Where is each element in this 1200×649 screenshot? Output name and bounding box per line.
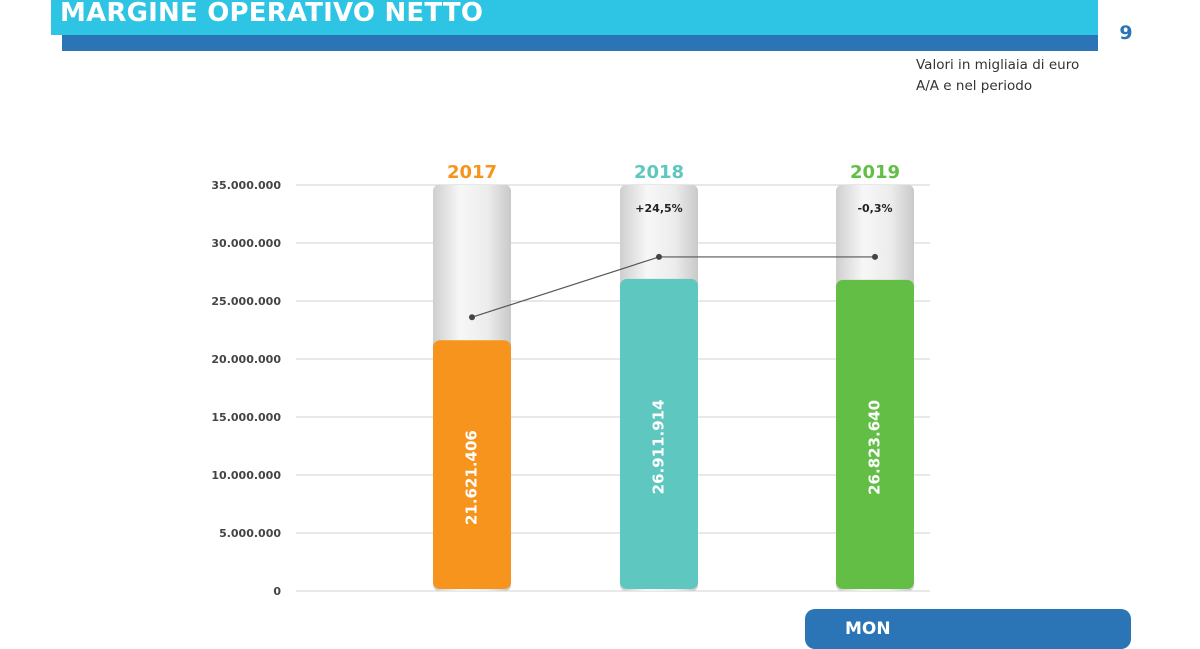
y-tick-label: 20.000.000 — [211, 353, 281, 366]
trend-point — [872, 253, 878, 260]
bar — [620, 278, 698, 589]
bar — [836, 279, 914, 589]
bar-labels: 2017 21.621.406 2018 26.911.914 +24,5% 2019 26… — [447, 162, 900, 525]
title-banner — [51, 0, 1098, 35]
yoy-change-label: -0,3% — [857, 202, 892, 215]
data-label: 26.911.914 — [650, 399, 668, 494]
trend-point — [469, 314, 475, 321]
bar-chart: 0 5.000.000 10.000.000 15.000.000 20.000.000… — [211, 162, 930, 598]
y-tick-label: 5.000.000 — [219, 527, 281, 540]
trend-line — [469, 253, 878, 321]
category-label: 2017 — [447, 162, 497, 183]
bars — [433, 278, 914, 589]
data-label: 21.621.406 — [463, 430, 481, 525]
y-tick-label: 25.000.000 — [211, 295, 281, 308]
y-tick-label: 0 — [273, 585, 281, 598]
y-tick-label: 15.000.000 — [211, 411, 281, 424]
trend-point — [656, 253, 662, 260]
y-tick-label: 35.000.000 — [211, 179, 281, 192]
data-label: 26.823.640 — [866, 400, 884, 495]
title-underline-strip — [62, 35, 1098, 51]
mon-badge-label: MON — [845, 619, 891, 639]
page-number: 9 — [1119, 22, 1133, 44]
yoy-change-label: +24,5% — [635, 202, 682, 215]
y-tick-label: 10.000.000 — [211, 469, 281, 482]
y-tick-label: 30.000.000 — [211, 237, 281, 250]
mon-badge: MON — [805, 609, 1131, 649]
gridlines — [296, 184, 930, 592]
page-title: MARGINE OPERATIVO NETTO — [60, 0, 484, 28]
bar — [433, 340, 511, 589]
unit-note-line-1: Valori in migliaia di euro — [916, 57, 1080, 73]
y-axis-tick-labels: 0 5.000.000 10.000.000 15.000.000 20.000.000… — [211, 179, 281, 598]
category-label: 2019 — [850, 162, 900, 183]
unit-note-line-2: A/A e nel periodo — [916, 78, 1033, 94]
category-label: 2018 — [634, 162, 684, 183]
